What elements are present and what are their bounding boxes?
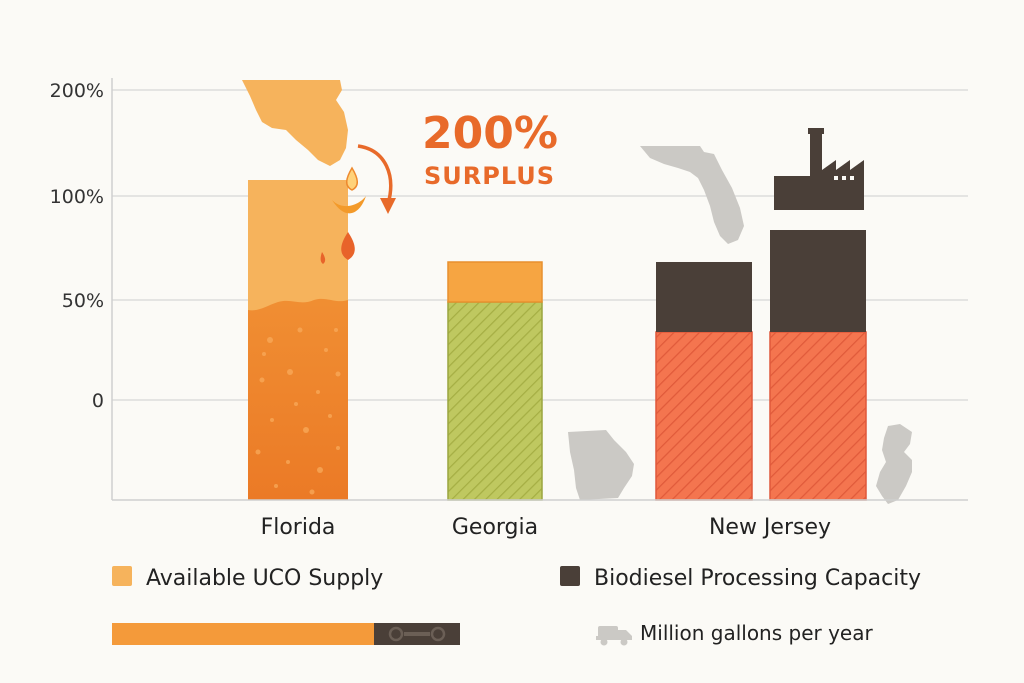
x-category-label: Georgia xyxy=(452,515,538,540)
y-tick-label: 50% xyxy=(62,290,104,312)
bubble xyxy=(328,414,332,418)
legend-swatch-processing-capacity xyxy=(560,566,580,586)
legend-label-processing-capacity: Biodiesel Processing Capacity xyxy=(594,566,921,591)
bar-segment-georgia xyxy=(447,301,543,501)
supply-wave-decoration xyxy=(248,180,348,311)
supply-capacity-strip xyxy=(112,623,460,645)
bubble xyxy=(259,377,265,383)
bubble xyxy=(297,327,303,333)
factory-icon xyxy=(774,128,864,210)
y-tick-label: 100% xyxy=(50,186,104,208)
bubble xyxy=(262,352,266,356)
bar-segment-new-jersey xyxy=(770,230,866,332)
x-category-label: New Jersey xyxy=(709,515,831,540)
surplus-label: SURPLUS xyxy=(424,162,555,190)
bar-segment-georgia xyxy=(447,261,543,303)
bubble xyxy=(270,418,274,422)
florida-map-icon xyxy=(640,146,744,244)
bubble xyxy=(267,337,273,343)
bubble xyxy=(294,402,298,406)
unit-note: Million gallons per year xyxy=(640,621,873,645)
bubble xyxy=(334,328,338,332)
bubble xyxy=(255,449,261,455)
bar-segment-new-jersey xyxy=(655,331,753,501)
category-labels: Florida Georgia New Jersey xyxy=(261,515,831,540)
truck-icon xyxy=(596,626,632,646)
bubble xyxy=(324,348,328,352)
x-category-label: Florida xyxy=(261,515,336,540)
surplus-percentage: 200% xyxy=(422,108,558,159)
bubble-decoration xyxy=(255,327,341,495)
florida-map-icon xyxy=(242,80,348,166)
curved-arrow-icon xyxy=(357,144,396,214)
new-jersey-map-icon xyxy=(876,424,912,504)
y-tick-label: 0 xyxy=(92,390,104,412)
bubble xyxy=(317,467,323,473)
y-axis-ticks: 200% 100% 50% 0 xyxy=(50,80,104,412)
georgia-map-icon xyxy=(568,430,634,500)
bar-segment-new-jersey xyxy=(769,331,867,501)
bubble xyxy=(286,460,290,464)
bar-segment-new-jersey xyxy=(656,262,752,332)
legend-swatch-uco-supply xyxy=(112,566,132,586)
bubble xyxy=(316,390,320,394)
bubble xyxy=(309,489,315,495)
bubble xyxy=(335,371,341,377)
bubble xyxy=(336,446,340,450)
bubble xyxy=(287,369,293,375)
bubble xyxy=(303,427,309,433)
oil-drop-icon xyxy=(320,166,366,264)
y-tick-label: 200% xyxy=(50,80,104,102)
legend-label-uco-supply: Available UCO Supply xyxy=(146,566,383,591)
bubble xyxy=(274,484,278,488)
